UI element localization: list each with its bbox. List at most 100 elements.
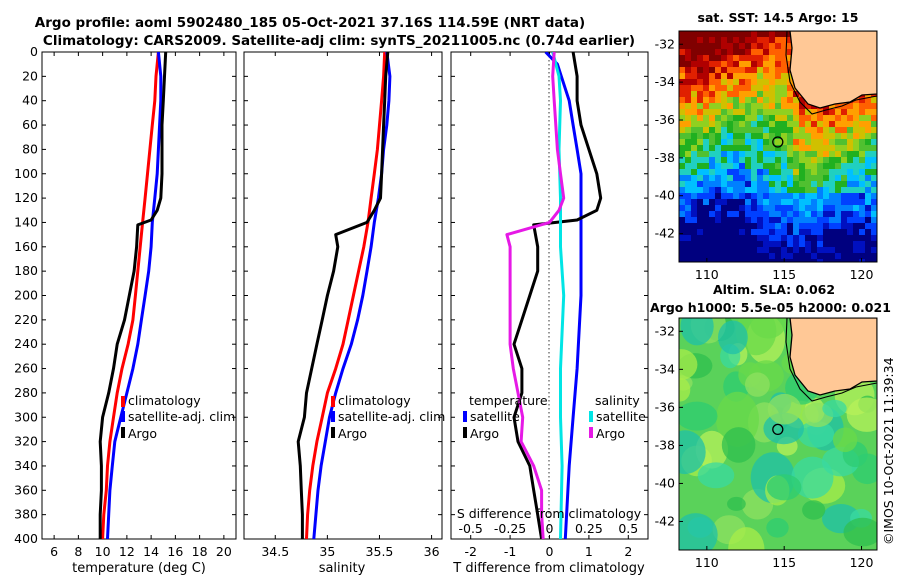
- sst-cell: [727, 235, 734, 242]
- sst-cell: [769, 157, 776, 164]
- sst-cell: [793, 169, 800, 176]
- sst-cell: [757, 49, 764, 56]
- sst-cell: [769, 43, 776, 50]
- sst-cell: [787, 187, 794, 194]
- map-x-tick-label: 110: [695, 555, 719, 570]
- temperature-series: [98, 52, 168, 539]
- sst-cell: [769, 199, 776, 206]
- argo-line: [98, 52, 168, 539]
- sst-cell: [793, 199, 800, 206]
- sst-cell: [733, 97, 740, 104]
- sst-cell: [763, 259, 770, 262]
- sst-cell: [775, 49, 782, 56]
- sst-cell: [853, 253, 860, 260]
- sst-cell: [787, 193, 794, 200]
- sst-cell: [727, 73, 734, 80]
- sst-cell: [703, 145, 710, 152]
- sst-cell: [853, 205, 860, 212]
- sst-cell: [799, 109, 806, 116]
- sst-cell: [739, 181, 746, 188]
- sst-cell: [787, 253, 794, 260]
- sst-cell: [691, 115, 698, 122]
- sst-cell: [847, 199, 854, 206]
- sst-cell: [757, 169, 764, 176]
- sst-cell: [769, 175, 776, 182]
- sst-cell: [739, 121, 746, 128]
- sst-cell: [793, 121, 800, 128]
- sst-cell: [751, 37, 758, 44]
- x-tick-label: 0: [546, 544, 554, 559]
- sst-cell: [691, 73, 698, 80]
- sst-cell: [763, 175, 770, 182]
- sst-cell: [745, 205, 752, 212]
- sst-cell: [799, 139, 806, 146]
- sst-cell: [751, 127, 758, 134]
- sst-cell: [703, 157, 710, 164]
- sst-cell: [787, 151, 794, 158]
- depth-tick-label: 0: [30, 44, 38, 59]
- depth-tick-label: 320: [14, 434, 38, 449]
- sst-cell: [775, 205, 782, 212]
- sst-cell: [799, 229, 806, 236]
- sst-cell: [769, 169, 776, 176]
- temperature-x-axis: 6 8 10 12 14 16 18 20: [50, 52, 232, 559]
- sst-cell: [781, 79, 788, 86]
- sst-cell: [751, 151, 758, 158]
- sst-cell: [721, 193, 728, 200]
- sst-cell: [715, 43, 722, 50]
- sst-cell: [757, 199, 764, 206]
- sst-cell: [859, 229, 866, 236]
- sst-cell: [685, 169, 692, 176]
- x-tick-label: -2: [464, 544, 476, 559]
- sst-cell: [721, 61, 728, 68]
- sst-cell: [793, 97, 800, 104]
- sst-cell: [721, 79, 728, 86]
- sst-cell: [697, 151, 704, 158]
- sst-cell: [721, 211, 728, 218]
- sst-cell: [841, 121, 848, 128]
- sst-cell: [739, 43, 746, 50]
- sst-cell: [865, 259, 872, 262]
- sst-cell: [829, 259, 836, 262]
- sst-cell: [721, 97, 728, 104]
- sst-cell: [841, 151, 848, 158]
- sst-cell: [715, 31, 722, 38]
- sst-cell: [775, 211, 782, 218]
- sst-cell: [697, 49, 704, 56]
- sst-cell: [751, 145, 758, 152]
- t-argo-line: [512, 52, 603, 539]
- sst-cell: [691, 163, 698, 170]
- sst-cell: [751, 223, 758, 230]
- sst-cell: [721, 121, 728, 128]
- sst-cell: [709, 253, 716, 260]
- sst-cell: [745, 175, 752, 182]
- sst-cell: [739, 85, 746, 92]
- sst-cell: [721, 73, 728, 80]
- sst-cell: [787, 103, 794, 110]
- legend-satellite-swatch: [121, 411, 125, 422]
- sst-cell: [841, 259, 848, 262]
- sst-cell: [859, 121, 866, 128]
- sst-cell: [763, 91, 770, 98]
- sst-cell: [691, 151, 698, 158]
- sst-cell: [823, 139, 830, 146]
- sst-cell: [763, 253, 770, 260]
- sst-cell: [871, 193, 877, 200]
- sst-cell: [859, 109, 866, 116]
- sst-cell: [715, 85, 722, 92]
- sst-cell: [787, 91, 794, 98]
- sst-cell: [793, 127, 800, 134]
- sst-cell: [697, 127, 704, 134]
- sst-cell: [847, 217, 854, 224]
- sst-cell: [847, 109, 854, 116]
- sst-cell: [829, 181, 836, 188]
- sst-cell: [859, 163, 866, 170]
- sst-cell: [781, 91, 788, 98]
- sst-cell: [721, 103, 728, 110]
- sst-cell: [715, 139, 722, 146]
- sst-cell: [823, 205, 830, 212]
- sst-cell: [739, 139, 746, 146]
- sst-cell: [781, 43, 788, 50]
- sst-cell: [697, 85, 704, 92]
- sst-cell: [763, 97, 770, 104]
